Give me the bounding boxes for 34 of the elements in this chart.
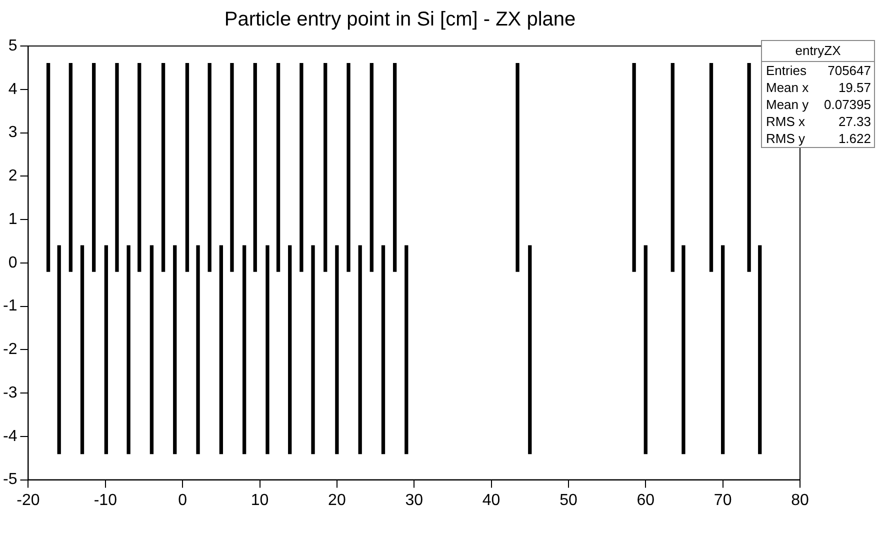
y-tick-label: -2 — [2, 341, 18, 358]
y-tick-label: 3 — [8, 124, 18, 142]
annotation: entryZX — [762, 41, 874, 62]
y-tick-label: -3 — [2, 384, 18, 402]
x-tick-label: 70 — [714, 492, 732, 509]
annotation: Entries — [766, 62, 806, 79]
y-tick-label: 2 — [8, 168, 18, 185]
x-tick-label: -20 — [16, 492, 40, 509]
y-tick-label: 1 — [8, 210, 18, 228]
annotation: RMS x — [766, 113, 805, 130]
x-tick-label: 50 — [560, 492, 578, 509]
x-tick-label: 60 — [636, 492, 655, 509]
y-tick-label: 5 — [8, 37, 18, 54]
x-tick-label: 20 — [328, 492, 346, 509]
x-tick-label: 80 — [791, 492, 809, 509]
text: 19.57 — [838, 79, 871, 96]
text: 27.33 — [838, 113, 871, 130]
text: 705647 — [828, 62, 871, 79]
y-tick-label: 4 — [8, 80, 18, 98]
x-tick-label: 40 — [482, 492, 500, 509]
y-tick-label: -4 — [2, 428, 18, 445]
annotation: Mean y — [766, 96, 809, 113]
text: 0.07395 — [824, 96, 871, 113]
y-tick-label: -1 — [2, 298, 18, 315]
y-tick-label: 0 — [8, 254, 18, 272]
x-tick-label: 10 — [250, 492, 269, 509]
x-tick-label: 0 — [178, 492, 188, 509]
chart-title: Particle entry point in Si [cm] - ZX plane — [224, 8, 576, 31]
x-tick-label: 30 — [405, 492, 424, 509]
annotation: RMS y — [766, 130, 805, 147]
text: 1.622 — [838, 130, 871, 147]
x-tick-label: -10 — [94, 492, 118, 509]
annotation: Mean x — [766, 79, 809, 96]
y-tick-label: -5 — [2, 471, 18, 488]
